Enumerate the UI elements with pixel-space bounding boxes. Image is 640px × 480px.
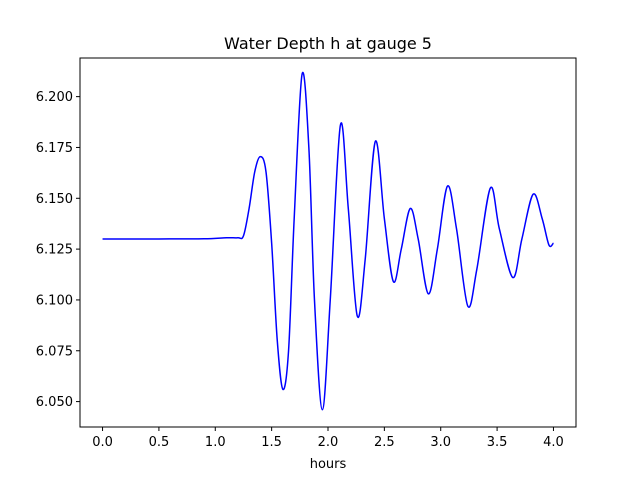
- x-tick-label: 3.5: [487, 435, 508, 450]
- series-line-0: [102, 71, 554, 411]
- y-tick-label: 6.150: [36, 192, 73, 207]
- y-tick-label: 6.075: [36, 344, 73, 359]
- y-tick-label: 6.100: [36, 293, 73, 308]
- y-tick-label: 6.175: [36, 141, 73, 156]
- x-tick-label: 1.5: [261, 435, 282, 450]
- y-tick-label: 6.200: [36, 90, 73, 105]
- x-tick-label: 2.0: [318, 435, 339, 450]
- plot-area-frame: [79, 57, 577, 428]
- x-tick-label: 3.0: [430, 435, 451, 450]
- x-tick-label: 2.5: [374, 435, 395, 450]
- x-tick-label: 4.0: [543, 435, 564, 450]
- chart-title: Water Depth h at gauge 5: [224, 34, 432, 53]
- y-tick-label: 6.050: [36, 395, 73, 410]
- x-tick-label: 0.0: [92, 435, 113, 450]
- x-tick-label: 1.0: [205, 435, 226, 450]
- x-tick-label: 0.5: [149, 435, 170, 450]
- y-tick-label: 6.125: [36, 243, 73, 258]
- x-axis-label: hours: [310, 457, 347, 472]
